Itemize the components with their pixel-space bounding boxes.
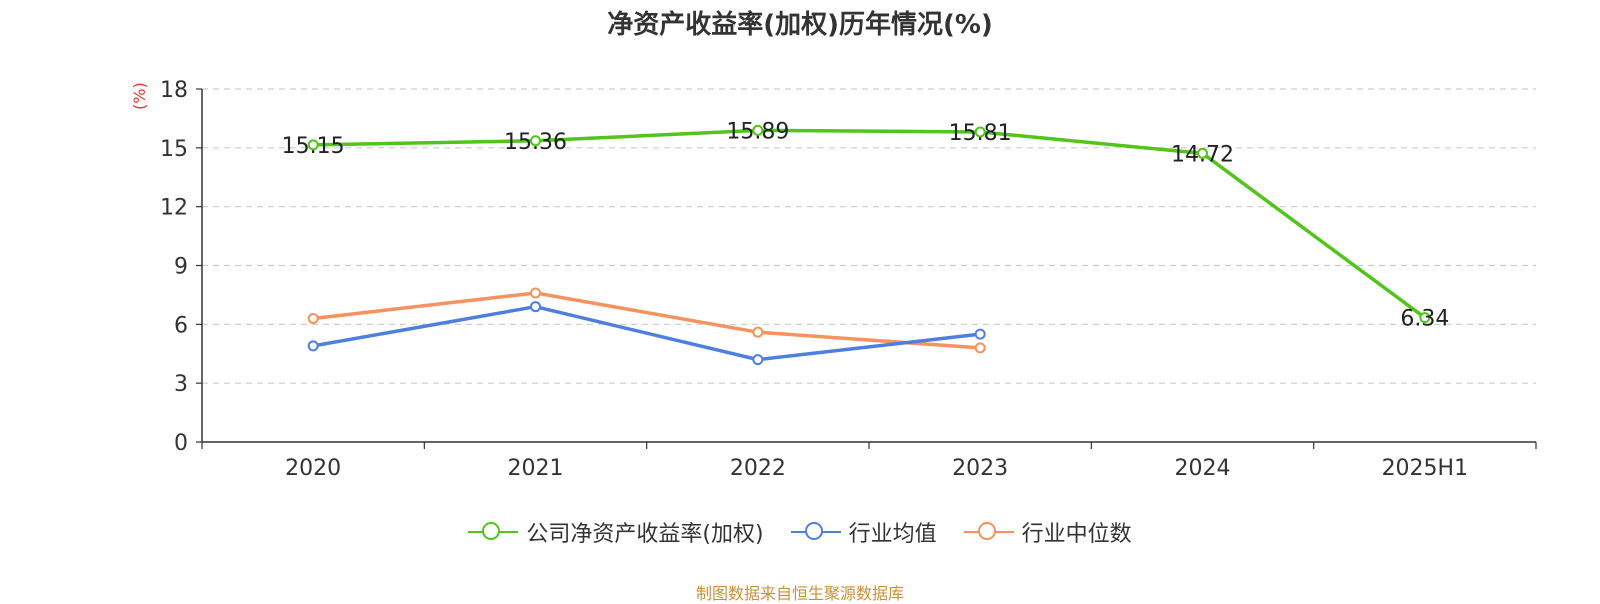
x-tick-label: 2024 [1175, 456, 1231, 481]
data-point [307, 312, 319, 324]
y-tick-label: 9 [174, 255, 188, 280]
data-point [974, 126, 986, 138]
legend-item-company-roe[interactable]: 公司净资产收益率(加权) [468, 516, 764, 548]
legend-label: 行业中位数 [1021, 522, 1132, 547]
x-tick-label: 2025H1 [1382, 456, 1469, 481]
legend-label: 行业均值 [848, 522, 937, 547]
y-tick-label: 3 [174, 372, 188, 397]
data-point [752, 354, 764, 366]
legend-marker-icon [963, 521, 1014, 543]
data-label: 15.89 [726, 119, 789, 144]
data-label: 15.81 [949, 121, 1012, 146]
chart-title: 净资产收益率(加权)历年情况(%) [607, 10, 993, 40]
data-point [530, 135, 541, 147]
data-point [752, 326, 764, 338]
data-label: 15.15 [282, 134, 345, 159]
legend-marker-icon [468, 521, 519, 543]
source-note: 制图数据来自恒生聚源数据库 [695, 584, 904, 603]
data-point [752, 124, 764, 136]
y-tick-label: 12 [160, 196, 188, 221]
x-tick-label: 2020 [285, 456, 341, 481]
legend-item-industry-mean[interactable]: 行业均值 [790, 516, 937, 548]
data-point [974, 328, 986, 340]
data-label: 14.72 [1171, 142, 1234, 167]
data-point [307, 139, 319, 151]
x-tick-label: 2021 [508, 456, 564, 481]
data-point [1419, 312, 1431, 324]
data-point [307, 340, 319, 352]
legend-marker-icon [790, 521, 841, 543]
x-tick-label: 2022 [730, 456, 786, 481]
x-tick-label: 2023 [952, 456, 1008, 481]
series-line [312, 291, 981, 350]
data-point [530, 287, 541, 299]
data-point [1197, 147, 1208, 159]
y-tick-label: 0 [174, 431, 188, 456]
data-point [974, 342, 986, 354]
y-tick-label: 18 [160, 78, 188, 103]
data-point [530, 301, 541, 313]
data-label: 15.36 [504, 130, 567, 155]
legend-item-industry-median[interactable]: 行业中位数 [963, 516, 1132, 548]
legend-label: 公司净资产收益率(加权) [526, 522, 764, 547]
legend: 公司净资产收益率(加权) 行业均值 行业中位数 [0, 516, 1600, 549]
series-line [313, 128, 1426, 320]
y-tick-label: 6 [174, 313, 188, 338]
y-tick-label: 15 [160, 137, 188, 162]
series-line [312, 304, 981, 362]
data-label: 6.34 [1400, 307, 1449, 332]
